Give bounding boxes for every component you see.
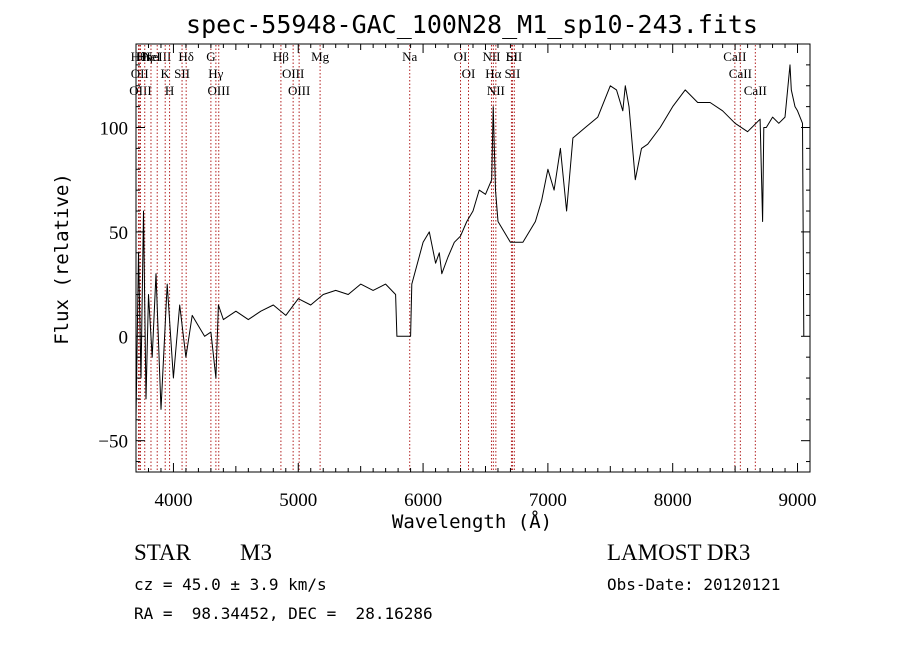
spectral-line-label: Hδ bbox=[178, 49, 194, 64]
spectral-line-label: Hβ bbox=[273, 49, 289, 64]
survey-name: LAMOST DR3 bbox=[607, 540, 751, 565]
x-axis-label: Wavelength (Å) bbox=[392, 510, 552, 533]
y-axis-ticks: −50 0 50 100 bbox=[98, 43, 810, 463]
spectral-line-label: SII bbox=[506, 49, 522, 64]
spectral-line-label: Hγ bbox=[208, 66, 223, 81]
x-axis-ticks: 4000 5000 6000 7000 8000 9000 bbox=[147, 44, 817, 511]
y-tick-label: 0 bbox=[119, 327, 129, 348]
spectral-line-label: Hη bbox=[137, 49, 153, 64]
spectral-line-label: CaII bbox=[744, 83, 767, 98]
obs-date-text: Obs-Date: 20120121 bbox=[607, 575, 781, 594]
spectral-line-label: K bbox=[161, 66, 171, 81]
spectral-line-label: OII bbox=[131, 66, 149, 81]
spectral-line-label: OIII bbox=[282, 66, 304, 81]
spectral-line-label: NII bbox=[482, 49, 500, 64]
plot-frame bbox=[135, 43, 811, 473]
redshift-text: cz = 45.0 ± 3.9 km/s bbox=[134, 575, 327, 594]
x-tick-label: 4000 bbox=[154, 490, 192, 511]
spectral-line-label: NII bbox=[487, 83, 505, 98]
spectral-line-label: Hθ bbox=[131, 49, 147, 64]
object-subclass: M3 bbox=[240, 540, 272, 565]
spectral-line-label: HeI bbox=[141, 49, 161, 64]
spectral-line-label: G bbox=[206, 49, 215, 64]
y-tick-label: −50 bbox=[98, 432, 128, 453]
spectral-line-label: Na bbox=[402, 49, 417, 64]
object-class: STAR bbox=[134, 540, 191, 565]
spectral-line-label: Li bbox=[506, 49, 518, 64]
spectral-line-label: OI bbox=[462, 66, 476, 81]
y-tick-label: 50 bbox=[109, 223, 128, 244]
chart-title: spec-55948-GAC_100N28_M1_sp10-243.fits bbox=[186, 10, 758, 39]
spectral-line-label: Hα bbox=[485, 66, 501, 81]
y-axis-label: Flux (relative) bbox=[51, 173, 73, 345]
x-tick-label: 8000 bbox=[654, 490, 692, 511]
y-tick-label: 100 bbox=[100, 119, 129, 140]
coordinates-text: RA = 98.34452, DEC = 28.16286 bbox=[134, 604, 433, 623]
spectral-line-label: OI bbox=[454, 49, 468, 64]
spectral-line-label: OIII bbox=[288, 83, 310, 98]
flux-series bbox=[135, 64, 805, 420]
x-tick-label: 9000 bbox=[779, 490, 817, 511]
x-tick-label: 7000 bbox=[529, 490, 567, 511]
spectral-line-label: CaII bbox=[729, 66, 752, 81]
spectral-line-label: CaII bbox=[723, 49, 746, 64]
spectral-line-label: SII bbox=[504, 66, 520, 81]
flux-line bbox=[135, 64, 805, 420]
spectral-line-label: OIII bbox=[129, 83, 151, 98]
spectral-line-label: NeIII bbox=[143, 49, 171, 64]
x-tick-label: 6000 bbox=[404, 490, 442, 511]
spectral-line-label: Mg bbox=[311, 49, 330, 64]
spectral-line-label: OIII bbox=[208, 83, 230, 98]
x-tick-label: 5000 bbox=[279, 490, 317, 511]
spectral-line-label: H bbox=[165, 83, 174, 98]
spectral-line-label: SII bbox=[174, 66, 190, 81]
